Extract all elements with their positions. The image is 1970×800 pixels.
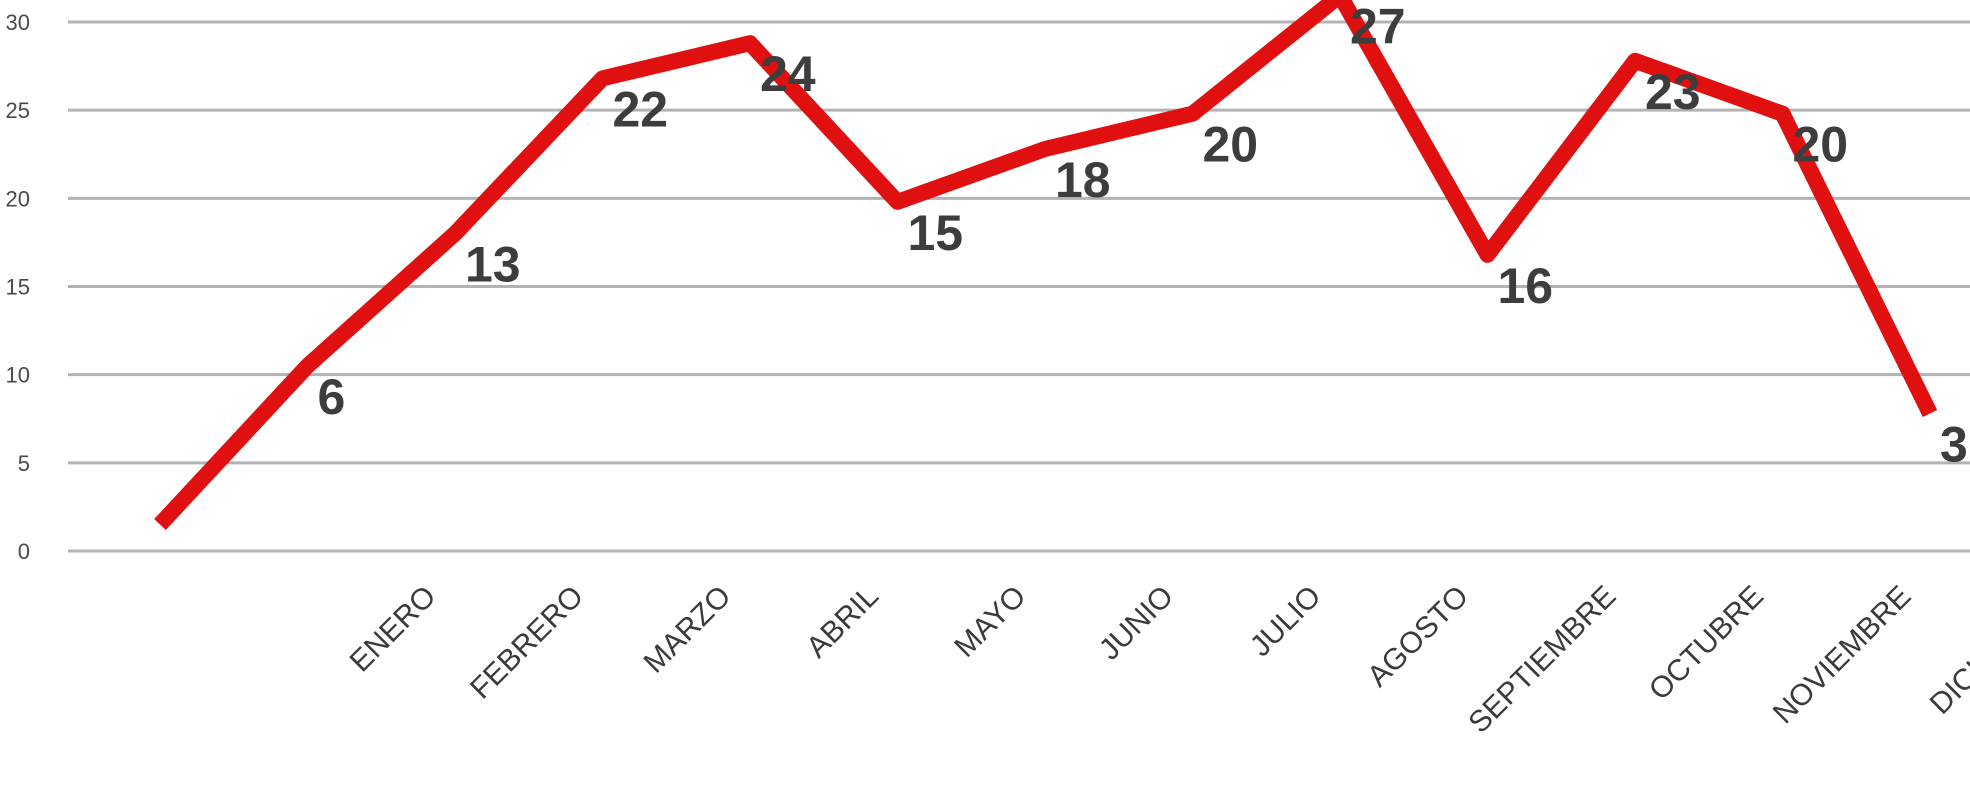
- data-label: 27: [1350, 0, 1406, 55]
- data-label: 15: [908, 205, 964, 261]
- x-tick-label: FEBRERO: [464, 580, 590, 706]
- x-tick-label: AGOSTO: [1361, 580, 1475, 694]
- data-label: 13: [465, 237, 521, 293]
- data-label: 20: [1203, 117, 1259, 173]
- data-label: 3: [1940, 416, 1968, 472]
- data-label: 24: [760, 46, 816, 102]
- y-axis-ticks: 0 5 10 15 20 25 30: [6, 10, 30, 564]
- y-tick-label: 15: [6, 275, 30, 300]
- x-tick-label: DICIEMBRE: [1924, 580, 1970, 721]
- x-tick-label: MAYO: [948, 580, 1032, 664]
- y-tick-label: 30: [6, 10, 30, 35]
- data-labels: 6 13 22 24 15 18 20 27 16 23 20 3: [318, 0, 1968, 472]
- x-tick-label: OCTUBRE: [1643, 580, 1770, 707]
- series-line: [154, 0, 1938, 530]
- data-label: 16: [1498, 258, 1554, 314]
- x-tick-label: ENERO: [344, 580, 443, 679]
- y-tick-label: 0: [18, 539, 30, 564]
- series-layer: [154, 0, 1938, 530]
- x-tick-label: JULIO: [1244, 580, 1327, 663]
- data-label: 6: [318, 369, 346, 425]
- x-tick-label: NOVIEMBRE: [1767, 580, 1918, 731]
- x-tick-label: JUNIO: [1093, 580, 1180, 667]
- y-tick-label: 5: [18, 451, 30, 476]
- x-tick-label: ABRIL: [800, 580, 885, 665]
- data-label: 23: [1645, 64, 1701, 120]
- data-label: 22: [613, 81, 669, 137]
- data-label: 18: [1055, 152, 1111, 208]
- y-tick-label: 10: [6, 363, 30, 388]
- x-axis-ticks: ENERO FEBRERO MARZO ABRIL MAYO JUNIO JULIO AGOS…: [344, 580, 1970, 740]
- x-tick-label: SEPTIEMBRE: [1462, 580, 1622, 740]
- x-tick-label: MARZO: [638, 580, 738, 680]
- data-label: 20: [1793, 117, 1849, 173]
- y-tick-label: 20: [6, 186, 30, 211]
- y-tick-label: 25: [6, 98, 30, 123]
